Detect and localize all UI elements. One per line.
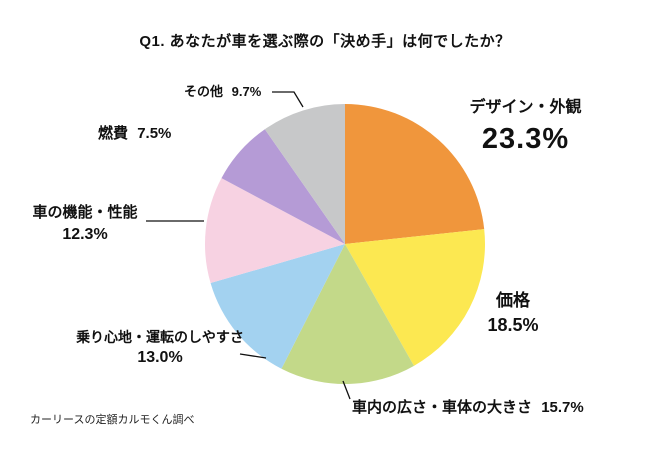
slice-name-other: その他 [184,84,224,99]
leader-line-interior [342,380,351,400]
slice-value-ride-comfort: 13.0% [137,349,183,367]
slice-value-features-performance: 12.3% [62,225,108,243]
slice-value-price: 18.5% [487,315,539,336]
pie-slice-price [345,229,485,366]
pie-slice-other [264,104,345,244]
slice-value-design-exterior: 23.3% [481,122,570,155]
pie-slice-design-exterior [345,104,485,244]
pie-slice-features-performance [205,178,345,284]
slice-name-interior-size: 車内の広さ・車体の大きさ [352,399,533,416]
leader-line-other [272,91,304,108]
slice-label-interior-size: 車内の広さ・車体の大きさ 15.7% [352,398,584,418]
slice-label-ride-comfort: 乗り心地・運転のしやすさ 13.0% [70,328,250,369]
slice-name-features-performance: 車の機能・性能 [32,204,138,221]
slice-name-ride-comfort: 乗り心地・運転のしやすさ [76,329,244,345]
slice-value-interior-size: 15.7% [541,399,584,416]
source-note: カーリースの定額カルモくん調べ [30,414,195,426]
slice-value-fuel-economy: 7.5% [137,125,172,142]
slice-label-other: その他 9.7% [184,84,261,101]
pie-slice-interior-size [281,244,414,385]
pie-slice-fuel-economy [221,129,345,244]
slice-label-features-performance: 車の機能・性能 12.3% [20,203,150,245]
pie-slice-ride-comfort [210,244,345,369]
leader-line-ride [239,353,267,359]
slice-label-design-exterior: デザイン・外観 23.3% [438,98,613,158]
slice-name-fuel-economy: 燃費 [98,125,129,142]
slice-name-design-exterior: デザイン・外観 [469,99,582,116]
slice-value-other: 9.7% [231,84,262,99]
slice-label-price: 価格 18.5% [458,290,568,337]
chart-title: Q1. あなたが車を選ぶ際の「決め手」は何でしたか？ [139,33,511,50]
slice-label-fuel-economy: 燃費 7.5% [98,124,171,144]
slice-name-price: 価格 [496,291,530,310]
